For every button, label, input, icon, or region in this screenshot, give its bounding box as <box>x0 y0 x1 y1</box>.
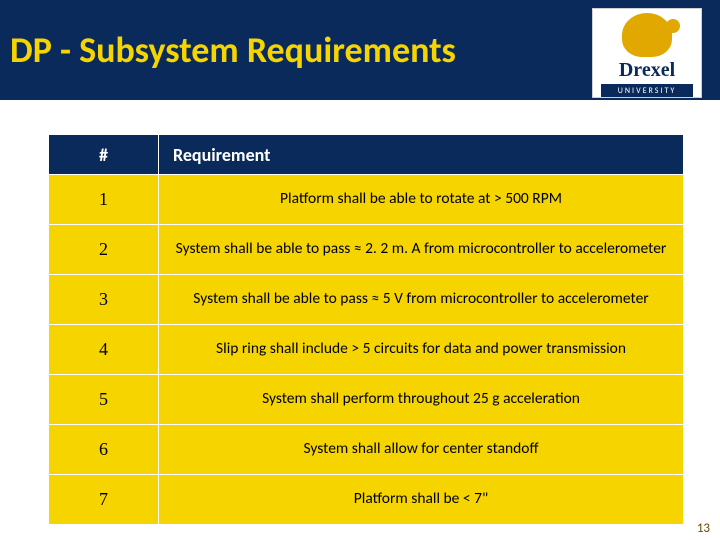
row-req: System shall allow for center standoff <box>159 425 684 475</box>
row-req: System shall be able to pass ≈ 2. 2 m. A… <box>159 225 684 275</box>
row-req: Platform shall be < 7" <box>159 475 684 525</box>
table-row: 6 System shall allow for center standoff <box>49 425 684 475</box>
logo-subtitle: UNIVERSITY <box>618 86 676 96</box>
header-req: Requirement <box>159 135 684 175</box>
table-row: 2 System shall be able to pass ≈ 2. 2 m.… <box>49 225 684 275</box>
requirements-table-wrap: # Requirement 1 Platform shall be able t… <box>0 100 720 525</box>
logo-name: Drexel <box>619 59 675 82</box>
row-req: Slip ring shall include > 5 circuits for… <box>159 325 684 375</box>
table-header-row: # Requirement <box>49 135 684 175</box>
table-row: 1 Platform shall be able to rotate at > … <box>49 175 684 225</box>
row-num: 6 <box>49 425 159 475</box>
row-req: System shall perform throughout 25 g acc… <box>159 375 684 425</box>
row-num: 1 <box>49 175 159 225</box>
table-row: 5 System shall perform throughout 25 g a… <box>49 375 684 425</box>
row-num: 3 <box>49 275 159 325</box>
row-req: Platform shall be able to rotate at > 50… <box>159 175 684 225</box>
logo-sub-bar: UNIVERSITY <box>601 84 693 97</box>
dragon-icon <box>622 13 672 57</box>
row-num: 7 <box>49 475 159 525</box>
drexel-logo: Drexel UNIVERSITY <box>592 8 702 98</box>
row-req: System shall be able to pass ≈ 5 V from … <box>159 275 684 325</box>
slide-title: DP - Subsystem Requirements <box>10 28 456 72</box>
requirements-table: # Requirement 1 Platform shall be able t… <box>48 134 684 525</box>
table-row: 3 System shall be able to pass ≈ 5 V fro… <box>49 275 684 325</box>
header-num: # <box>49 135 159 175</box>
title-bar: DP - Subsystem Requirements Drexel UNIVE… <box>0 0 720 100</box>
row-num: 4 <box>49 325 159 375</box>
row-num: 5 <box>49 375 159 425</box>
table-row: 4 Slip ring shall include > 5 circuits f… <box>49 325 684 375</box>
table-row: 7 Platform shall be < 7" <box>49 475 684 525</box>
table-body: 1 Platform shall be able to rotate at > … <box>49 175 684 525</box>
page-number: 13 <box>697 521 710 536</box>
row-num: 2 <box>49 225 159 275</box>
